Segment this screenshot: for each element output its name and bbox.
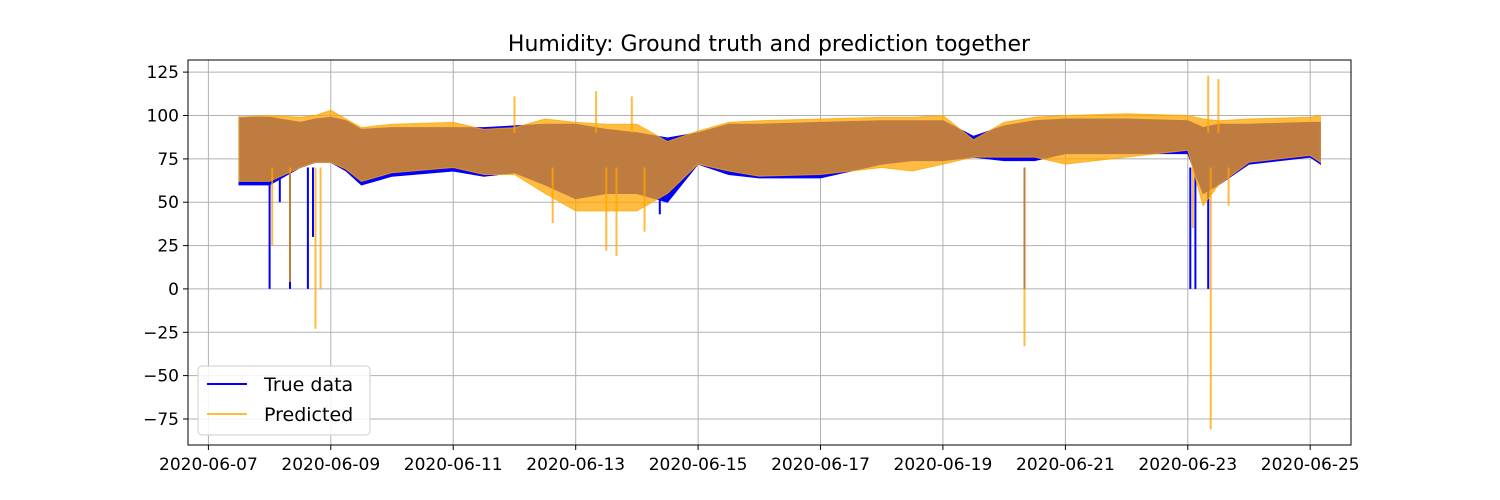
axes-ticks: −75 −50 −25 0 25 50 75 100 125 2020-06-07 2020-06-… (143, 63, 1359, 475)
y-tick-label: 75 (157, 150, 179, 170)
x-tick-label: 2020-06-23 (1138, 455, 1237, 475)
x-tick-label: 2020-06-09 (281, 455, 380, 475)
series-area (238, 75, 1321, 430)
y-tick-label: 50 (157, 193, 179, 213)
x-tick-label: 2020-06-17 (771, 455, 870, 475)
x-tick-label: 2020-06-07 (159, 455, 258, 475)
x-tick-label: 2020-06-25 (1261, 455, 1360, 475)
series-predicted (238, 75, 1321, 430)
y-tick-label: 0 (168, 280, 179, 300)
legend-label-predicted: Predicted (264, 404, 353, 426)
y-tick-label: −25 (143, 323, 179, 343)
x-tick-label: 2020-06-11 (404, 455, 503, 475)
y-tick-label: 125 (147, 63, 179, 83)
y-tick-label: 100 (147, 107, 179, 127)
legend: True data Predicted (197, 365, 371, 436)
series-band-predicted (238, 109, 1321, 212)
x-tick-label: 2020-06-15 (649, 455, 748, 475)
x-tick-label: 2020-06-13 (526, 455, 625, 475)
y-tick-label: −50 (143, 367, 179, 387)
y-tick-label: 25 (157, 237, 179, 257)
plot-frame (187, 59, 1352, 446)
legend-label-true-data: True data (263, 374, 353, 396)
chart-title: Humidity: Ground truth and prediction to… (508, 32, 1031, 57)
y-tick-label: −75 (143, 410, 179, 430)
x-tick-label: 2020-06-19 (894, 455, 993, 475)
x-tick-label: 2020-06-21 (1016, 455, 1115, 475)
